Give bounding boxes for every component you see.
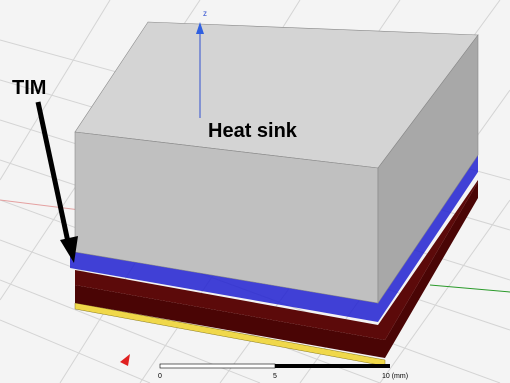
page: z TIM Heat sink 0 5 10 (mm) (() => { con… <box>0 0 510 383</box>
heat-sink-label: Heat sink <box>208 120 298 142</box>
scale-bar-white <box>160 364 275 368</box>
scale-label: 10 (mm) <box>382 373 408 380</box>
scale-label: 5 <box>273 373 277 380</box>
scale-label: 0 <box>158 373 162 380</box>
scale-bar-black <box>275 364 390 368</box>
tim-label: TIM <box>12 77 46 99</box>
viewport: z TIM Heat sink 0 5 10 (mm) <box>0 0 510 383</box>
z-axis-label: z <box>203 9 207 18</box>
